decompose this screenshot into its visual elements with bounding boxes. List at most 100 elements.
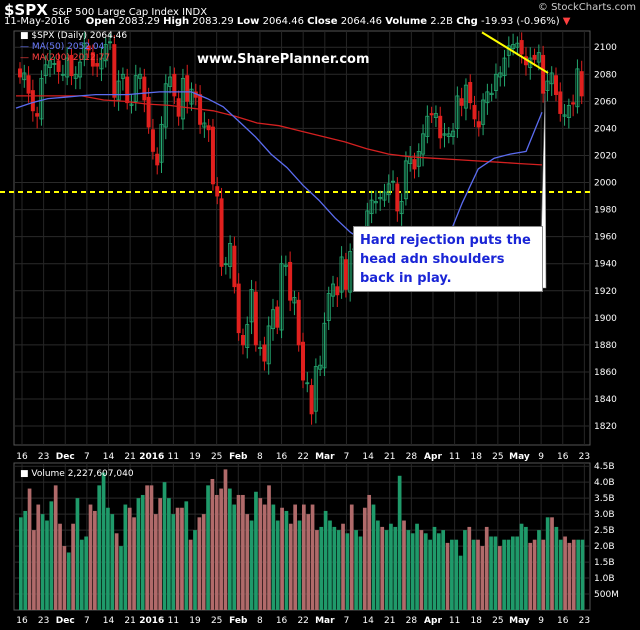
legend-ma200: — MA(200) 2012.77 — [20, 53, 111, 63]
volume-tick-label: 2.5B — [594, 526, 615, 536]
x-tick-label: 25 — [211, 452, 222, 462]
volume-bar — [36, 504, 41, 610]
candle-body — [292, 297, 297, 304]
candle-body — [549, 72, 554, 85]
x-tick-label-bottom: 25 — [492, 616, 503, 626]
x-tick-label-bottom: 23 — [38, 616, 49, 626]
x-tick-label: 8 — [257, 452, 263, 462]
candle-body — [416, 151, 421, 167]
candle-body — [412, 159, 417, 170]
candle-body — [39, 77, 44, 120]
candle-body — [245, 324, 250, 348]
volume-bar — [423, 533, 428, 610]
volume-tick-label: 4.5B — [594, 462, 615, 472]
chg-label: Chg — [456, 16, 478, 27]
volume-bar — [32, 530, 36, 610]
volume-tick-label: 1.0B — [594, 574, 615, 584]
volume-bar — [110, 514, 115, 610]
x-tick-label: 16 — [16, 452, 28, 462]
x-tick-label-bottom: 28 — [406, 616, 418, 626]
volume-bar — [219, 488, 223, 610]
candle-body — [150, 129, 155, 152]
candle-body — [215, 186, 220, 197]
x-tick-label: 21 — [124, 452, 135, 462]
volume-bar — [302, 504, 306, 610]
volume-bar — [236, 494, 241, 610]
candle-body — [438, 115, 443, 139]
volume-bar — [463, 530, 467, 610]
volume-bar — [162, 482, 167, 610]
price-tick-label: 1880 — [594, 341, 617, 351]
volume-bar — [66, 552, 71, 610]
volume-bar — [153, 514, 158, 610]
price-legend: ■ $SPX (Daily) 2064.46 — MA(50) 2052.04 … — [20, 31, 127, 64]
candle-body — [108, 41, 113, 44]
volume-legend: ■ Volume 2,227,607,040 — [20, 469, 134, 479]
candle-body — [275, 306, 280, 328]
x-tick-label: 11 — [168, 452, 179, 462]
candle-body — [579, 71, 584, 97]
price-tick-label: 2060 — [594, 97, 617, 107]
volume-tick-label: 1.5B — [594, 558, 615, 568]
volume-bar — [432, 526, 437, 610]
volume-bar — [319, 526, 324, 610]
candle-body — [489, 92, 494, 95]
price-tick-label: 1840 — [594, 395, 617, 405]
x-tick-label: 16 — [276, 452, 288, 462]
candle-body — [180, 77, 185, 120]
volume-bar — [210, 478, 215, 610]
symbol: $SPX — [4, 1, 48, 19]
x-tick-label-bottom: 18 — [470, 616, 482, 626]
volume-bar — [71, 523, 75, 610]
volume-bar — [101, 472, 106, 610]
candle-body — [142, 76, 147, 101]
volume-bar — [188, 539, 193, 610]
volume-bar — [358, 536, 363, 610]
candle-body — [69, 54, 74, 77]
candle-body — [125, 76, 130, 104]
candle-body — [566, 105, 571, 118]
volume-bar — [428, 539, 432, 610]
candle-body — [30, 90, 35, 112]
volume-bar — [510, 536, 515, 610]
volume-tick-label: 500M — [594, 590, 619, 600]
volume-bar — [328, 520, 332, 610]
volume-tick-label: 4.0B — [594, 478, 615, 488]
volume-bar — [367, 494, 372, 610]
candle-body — [399, 201, 404, 215]
volume-bar — [506, 539, 511, 610]
x-tick-label-bottom: 16 — [557, 616, 569, 626]
candle-body — [373, 201, 378, 204]
candle-body — [138, 73, 143, 79]
volume-bar — [384, 530, 389, 610]
watermark-url: www.SharePlanner.com — [197, 52, 370, 67]
candle-body — [348, 251, 353, 293]
candle-body — [253, 291, 258, 346]
volume-bar — [175, 507, 180, 610]
price-tick-label: 1920 — [594, 287, 617, 297]
x-tick-label-bottom: 21 — [124, 616, 135, 626]
volume-bar — [123, 504, 128, 610]
volume-bar — [419, 530, 424, 610]
volume-bar — [502, 539, 506, 610]
annotation-callout: Hard rejection puts the head adn shoulde… — [353, 226, 543, 292]
x-tick-label: 28 — [406, 452, 418, 462]
candle-body — [326, 293, 331, 321]
volume-bar — [206, 485, 210, 610]
candle-body — [95, 63, 100, 67]
volume-bar — [288, 523, 293, 610]
volume-bar — [180, 507, 184, 610]
x-tick-label: 14 — [362, 452, 374, 462]
candle-body — [223, 263, 228, 266]
candle-body — [300, 341, 305, 381]
volume-bar — [545, 517, 550, 610]
volume-bar — [232, 504, 237, 610]
candle-body — [48, 60, 53, 68]
x-tick-label-bottom: 22 — [297, 616, 308, 626]
candle-body — [421, 133, 426, 155]
volume-bar — [471, 539, 476, 610]
volume-bar — [537, 530, 541, 610]
candle-body — [249, 289, 254, 323]
volume-bar — [406, 530, 411, 610]
